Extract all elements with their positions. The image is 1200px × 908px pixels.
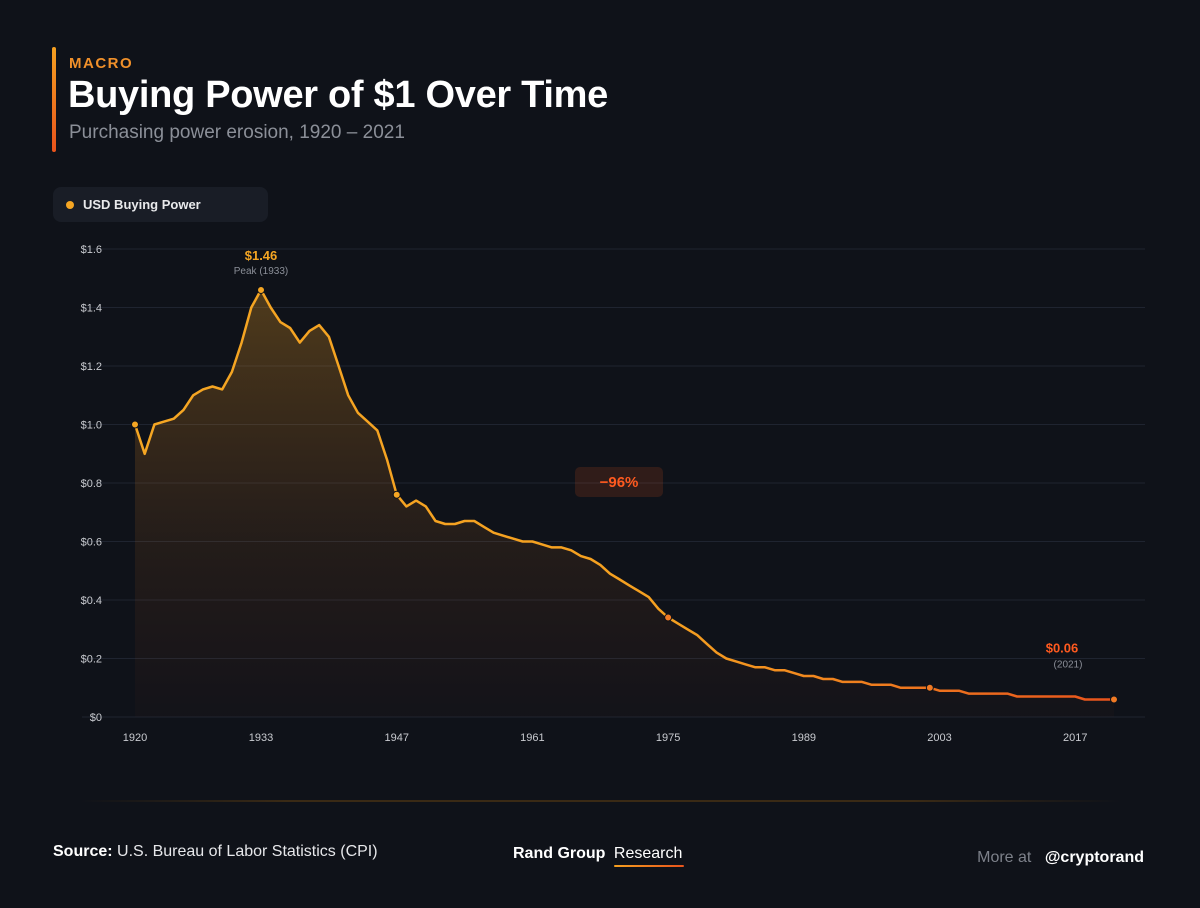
chart-legend: USD Buying Power [53,187,268,222]
y-tick-label: $1.6 [81,244,102,256]
more-label: More at [977,849,1032,866]
brand-sub: Research [613,845,683,862]
change-badge-label: −96% [600,474,639,491]
y-axis: $0 $0.2 $0.4 $0.6 $0.8 $1.0 $1.2 $1.4 $1.6 [81,244,102,724]
page-subtitle: Purchasing power erosion, 1920 – 2021 [69,122,405,143]
source-text: U.S. Bureau of Labor Statistics (CPI) [117,843,378,860]
social-handle-link[interactable]: @cryptorand [1044,849,1144,866]
data-marker [131,420,139,429]
brand-name: Rand Group [513,845,606,862]
data-marker [257,285,266,294]
data-marker [925,683,934,692]
x-tick-label: 1933 [249,732,273,744]
x-axis: 1920 1933 1947 1961 1975 1989 2003 2017 [123,732,1088,744]
buying-power-chart: $0$0.2$0.4$0.6$0.8$1.0$1.2$1.4$1.6 1920 1… [81,244,1145,744]
change-badge [575,467,663,497]
peak-sublabel: Peak (1933) [234,266,288,277]
y-tick-label: $1.4 [81,303,102,315]
brand: Rand Group Research [513,845,682,863]
source-note: Source: U.S. Bureau of Labor Statistics … [53,843,378,861]
data-markers [131,285,1118,704]
section-kicker: MACRO [69,55,134,72]
legend-label: USD Buying Power [83,197,201,212]
end-value-label: $0.06 [1046,640,1079,655]
y-tick-label: $0.4 [81,595,102,607]
x-tick-label: 2017 [1063,732,1087,744]
y-tick-label: $0.8 [81,478,102,490]
buying-power-line [133,288,1116,701]
buying-power-area [135,289,1114,717]
y-tick-label: $0.6 [81,537,102,549]
end-sublabel: (2021) [1054,659,1083,670]
x-tick-label: 1961 [520,732,544,744]
source-label: Source: [53,843,113,860]
more-at: More at @cryptorand [977,849,1144,867]
legend-dot-icon [66,200,74,209]
x-tick-label: 1975 [656,732,680,744]
x-tick-label: 1920 [123,732,147,744]
y-tick-label: $0 [90,712,102,724]
data-marker [664,613,673,622]
y-tick-label: $1.0 [81,420,102,432]
accent-bar [52,47,56,152]
brand-underline [614,865,684,867]
y-tick-label: $0.2 [81,654,102,666]
page-title: Buying Power of $1 Over Time [68,74,608,116]
x-tick-label: 2003 [927,732,951,744]
data-marker [1110,695,1118,704]
data-marker [392,490,401,499]
y-tick-label: $1.2 [81,361,102,373]
x-tick-label: 1947 [384,732,408,744]
peak-value-label: $1.46 [245,248,278,263]
x-tick-label: 1989 [792,732,816,744]
footer-divider [80,800,1120,802]
